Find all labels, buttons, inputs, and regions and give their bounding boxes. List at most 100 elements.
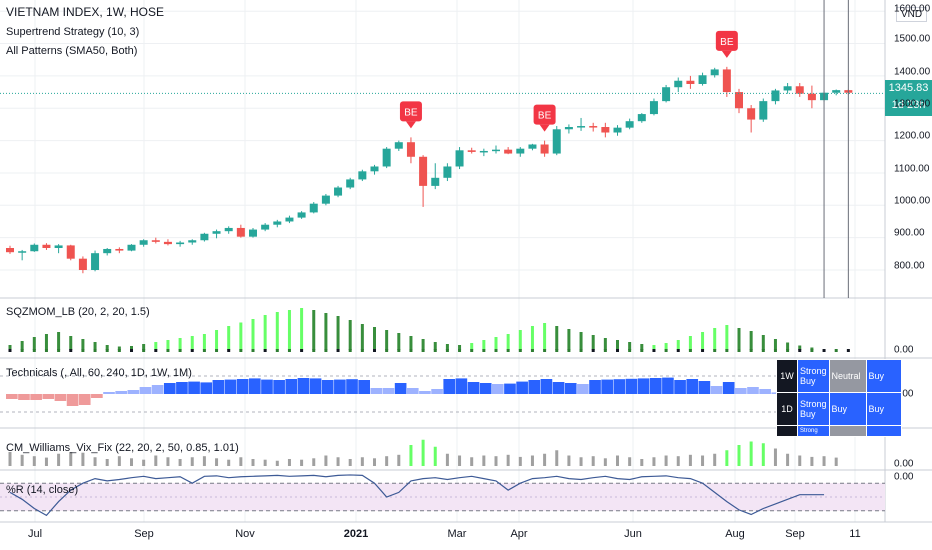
- vix-bar: [348, 459, 352, 466]
- vix-bar: [518, 456, 522, 466]
- technicals-bar: [321, 380, 334, 394]
- vix-bar: [324, 455, 328, 466]
- vix-bar: [409, 445, 413, 466]
- vix-bar: [105, 459, 109, 466]
- candle-body: [625, 121, 634, 128]
- y-tick: 800.00: [894, 260, 925, 272]
- vix-bar: [142, 459, 146, 466]
- vix-bar: [567, 455, 571, 466]
- vix-bar: [166, 457, 170, 466]
- pattern-label-box: [715, 30, 738, 51]
- technicals-bar: [127, 390, 140, 394]
- candle-body: [66, 245, 75, 259]
- x-tick: Jun: [624, 528, 642, 540]
- candle-body: [479, 150, 488, 153]
- squeeze-dot: [518, 349, 522, 352]
- squeeze-dot: [275, 349, 279, 352]
- candle-body: [832, 90, 841, 93]
- momentum-bar: [506, 334, 510, 350]
- technicals-bar: [406, 388, 419, 394]
- technicals-bar: [163, 383, 176, 394]
- momentum-bar: [154, 342, 158, 350]
- momentum-bar: [798, 345, 802, 350]
- technicals-bar: [18, 394, 30, 400]
- technicals-bar: [443, 379, 456, 394]
- vix-bar: [117, 456, 121, 466]
- vix-bar: [190, 457, 194, 466]
- indicator-patterns[interactable]: All Patterns (SMA50, Both): [6, 45, 138, 57]
- vix-bar: [616, 455, 619, 466]
- squeeze-momentum-pane: [8, 308, 850, 352]
- momentum-bar: [44, 334, 48, 350]
- vix-label[interactable]: CM_Williams_Vix_Fix (22, 20, 2, 50, 0.85…: [6, 442, 239, 454]
- vix-bar: [445, 453, 449, 466]
- pattern-label-text: BE: [404, 107, 418, 118]
- candle-body: [18, 251, 27, 253]
- momentum-bar: [32, 337, 36, 350]
- vix-bar: [178, 459, 182, 466]
- currency-button[interactable]: VND: [896, 7, 928, 22]
- momentum-bar: [130, 346, 133, 350]
- technicals-bar: [552, 382, 565, 394]
- y-tick: 1300.00: [894, 98, 931, 110]
- technicals-bar: [625, 378, 638, 394]
- squeeze-dot: [81, 349, 85, 352]
- squeeze-dot: [32, 349, 36, 352]
- technicals-bar: [467, 382, 480, 394]
- squeeze-label[interactable]: SQZMOM_LB (20, 2, 20, 1.5): [6, 306, 150, 318]
- squeeze-dot: [688, 349, 692, 352]
- momentum-bar: [8, 345, 12, 350]
- technicals-bar: [649, 378, 662, 394]
- vix-bar: [336, 457, 340, 466]
- technicals-bar: [358, 380, 370, 394]
- indicator-supertrend[interactable]: Supertrend Strategy (10, 3): [6, 26, 140, 38]
- momentum-bar: [482, 340, 486, 350]
- vix-bar: [701, 455, 705, 466]
- momentum-bar: [336, 316, 340, 350]
- technicals-label[interactable]: Technicals (, All, 60, 240, 1D, 1W, 1M): [6, 367, 192, 379]
- squeeze-dot: [433, 349, 437, 352]
- vix-bar: [215, 458, 219, 466]
- technicals-bar: [479, 383, 492, 394]
- x-tick: Apr: [510, 528, 528, 540]
- squeeze-dot: [215, 349, 219, 352]
- x-tick: Nov: [235, 528, 255, 540]
- vix-bar: [251, 459, 255, 466]
- wpr-band: [0, 483, 885, 511]
- vix-fix-pane: [8, 439, 838, 466]
- pattern-label-pointer: [539, 124, 550, 132]
- table-cell: Buy: [865, 392, 902, 426]
- momentum-bar: [761, 335, 765, 350]
- pattern-label-box: [533, 104, 556, 125]
- table-cell: Buy: [865, 359, 902, 393]
- y-tick: 1000.00: [894, 195, 931, 207]
- momentum-bar: [470, 343, 474, 350]
- momentum-bar: [312, 310, 316, 350]
- candle-body: [710, 69, 719, 76]
- table-cell: [828, 425, 867, 437]
- candle-body: [346, 179, 355, 188]
- vix-bar: [555, 450, 559, 466]
- momentum-bar: [300, 308, 304, 350]
- vix-bar: [397, 454, 401, 466]
- momentum-bar: [190, 336, 194, 350]
- momentum-bar: [640, 344, 644, 350]
- squeeze-dot: [786, 349, 790, 352]
- candle-body: [103, 248, 112, 254]
- wpr-line: [9, 474, 825, 517]
- candle-body: [419, 156, 428, 186]
- technicals-bar: [662, 377, 674, 394]
- candle-body: [6, 248, 14, 253]
- squeeze-dot: [834, 349, 838, 352]
- candle-body: [394, 142, 403, 149]
- vix-bar: [591, 456, 595, 466]
- wpr-label[interactable]: %R (14, close): [6, 484, 79, 496]
- candle-body: [443, 166, 452, 178]
- momentum-bar: [373, 327, 376, 350]
- vix-bar: [713, 453, 717, 466]
- momentum-bar: [518, 330, 522, 350]
- vix-bar: [32, 456, 36, 466]
- momentum-bar: [701, 332, 705, 350]
- table-cell: [865, 425, 902, 437]
- technicals-bar: [115, 391, 127, 394]
